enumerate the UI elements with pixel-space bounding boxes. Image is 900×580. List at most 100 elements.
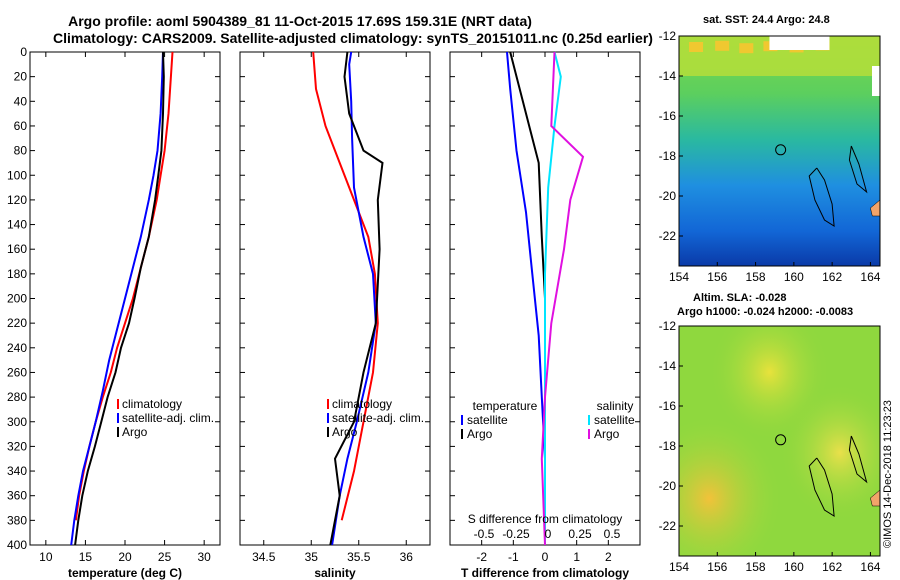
series-line-salinity-satellite <box>544 51 562 545</box>
missing-data <box>769 36 830 50</box>
title-line-2: Climatology: CARS2009. Satellite-adjuste… <box>53 30 653 46</box>
x-tick-label: 162 <box>822 560 842 574</box>
series-line-satellite-adj-clim- <box>331 51 377 546</box>
y-tick-label: 160 <box>7 242 27 256</box>
y-tick-label: -20 <box>659 479 677 493</box>
y-tick-label: -14 <box>659 359 677 373</box>
y-tick-label: 0 <box>20 45 27 59</box>
x-tick-label: 162 <box>822 270 842 284</box>
y-tick-label: 20 <box>14 70 28 84</box>
x-tick-label: 158 <box>746 270 766 284</box>
x-tick-label: 154 <box>669 270 689 284</box>
y-tick-label: 180 <box>7 267 27 281</box>
y-tick-label: 260 <box>7 365 27 379</box>
x-tick-label: 35.5 <box>347 550 371 564</box>
y-tick-label: 200 <box>7 292 27 306</box>
legend-label: climatology <box>332 397 392 411</box>
x-tick-label: 35 <box>305 550 319 564</box>
secondary-tick-label: 0.5 <box>604 527 621 541</box>
legend-label: satellite-adj. clim. <box>122 411 214 425</box>
reef-outline <box>848 435 868 484</box>
missing-data <box>872 66 880 96</box>
x-tick-label: 36 <box>400 550 414 564</box>
y-tick-label: -20 <box>659 189 677 203</box>
x-tick-label: 10 <box>39 550 53 564</box>
x-axis-label: T difference from climatology <box>461 566 629 580</box>
x-tick-label: 1 <box>573 550 580 564</box>
y-tick-label: 140 <box>7 218 27 232</box>
legend-label: Argo <box>467 427 493 441</box>
reef-outline <box>808 167 835 227</box>
warm-patch <box>739 43 754 54</box>
map-frame <box>678 35 881 267</box>
argo-position-marker <box>775 144 787 156</box>
x-tick-label: 164 <box>860 560 880 574</box>
y-tick-label: 80 <box>14 144 28 158</box>
x-tick-label: 34.5 <box>252 550 276 564</box>
y-tick-label: 360 <box>7 489 27 503</box>
x-tick-label: -1 <box>508 550 519 564</box>
series-line-argo <box>74 51 165 546</box>
profile-panel-1: 10 15 20 25 30020406080100120140160180200220… <box>7 45 221 580</box>
x-axis-label: temperature (deg C) <box>68 566 182 580</box>
legend-label: Argo <box>122 425 148 439</box>
x-tick-label: 164 <box>860 270 880 284</box>
y-tick-label: 240 <box>7 341 27 355</box>
secondary-tick-label: 0 <box>545 527 552 541</box>
sst-label: sat. SST: 24.4 Argo: 24.8 <box>703 14 830 26</box>
series-line-temperature-argo <box>509 51 546 545</box>
title-line-1: Argo profile: aoml 5904389_81 11-Oct-201… <box>68 13 532 29</box>
sst-map: 154 156 158 160 162 164 -12 -14 -16 -18 -20 -22 <box>659 29 881 284</box>
profile-panel-3: -2 -1 0 1 2 T difference from climatology temp… <box>449 51 641 580</box>
y-tick-label: 120 <box>7 193 27 207</box>
y-tick-label: 40 <box>14 94 28 108</box>
secondary-tick-label: -0.5 <box>474 527 495 541</box>
series-line-salinity-argo <box>540 51 585 546</box>
series-line-argo <box>329 51 384 546</box>
x-tick-label: 0 <box>542 550 549 564</box>
argo-position-marker <box>775 434 787 446</box>
x-tick-label: 30 <box>197 550 211 564</box>
legend-group-title: salinity <box>597 399 634 413</box>
y-tick-label: -12 <box>659 29 677 43</box>
y-tick-label: -18 <box>659 439 677 453</box>
map-frame <box>678 325 881 557</box>
x-tick-label: 154 <box>669 560 689 574</box>
y-tick-label: -18 <box>659 149 677 163</box>
warm-patch <box>715 40 730 51</box>
x-tick-label: 156 <box>707 560 727 574</box>
x-axis-label: salinity <box>314 566 356 580</box>
legend-label: Argo <box>594 427 620 441</box>
y-tick-label: 320 <box>7 439 27 453</box>
series-line-satellite-adj-clim- <box>70 51 164 546</box>
y-tick-label: -22 <box>659 519 677 533</box>
secondary-axis-label: S difference from climatology <box>468 512 623 526</box>
secondary-tick-label: 0.25 <box>568 527 592 541</box>
y-tick-label: -12 <box>659 319 677 333</box>
x-tick-label: 20 <box>118 550 132 564</box>
sla-map: 154 156 158 160 162 164 -12 -14 -16 -18 -20 -22 <box>659 319 881 574</box>
y-tick-label: 220 <box>7 316 27 330</box>
panel-frame <box>239 51 431 546</box>
y-tick-label: 400 <box>7 538 27 552</box>
y-tick-label: 60 <box>14 119 28 133</box>
y-tick-label: 100 <box>7 168 27 182</box>
series-line-climatology <box>74 51 174 521</box>
y-tick-label: -16 <box>659 399 677 413</box>
x-tick-label: 160 <box>784 270 804 284</box>
x-tick-label: 158 <box>746 560 766 574</box>
x-tick-label: 2 <box>605 550 612 564</box>
y-tick-label: 300 <box>7 415 27 429</box>
x-tick-label: 156 <box>707 270 727 284</box>
legend-label: satellite <box>594 413 635 427</box>
x-tick-label: 15 <box>79 550 93 564</box>
y-tick-label: -22 <box>659 229 677 243</box>
legend-group-title: temperature <box>473 399 538 413</box>
sla-label: Altim. SLA: -0.028 <box>693 292 787 304</box>
legend-label: satellite <box>467 413 508 427</box>
y-tick-label: 380 <box>7 513 27 527</box>
y-tick-label: 280 <box>7 390 27 404</box>
sla-argo-label: Argo h1000: -0.024 h2000: -0.0083 <box>677 306 854 318</box>
y-tick-label: 340 <box>7 464 27 478</box>
